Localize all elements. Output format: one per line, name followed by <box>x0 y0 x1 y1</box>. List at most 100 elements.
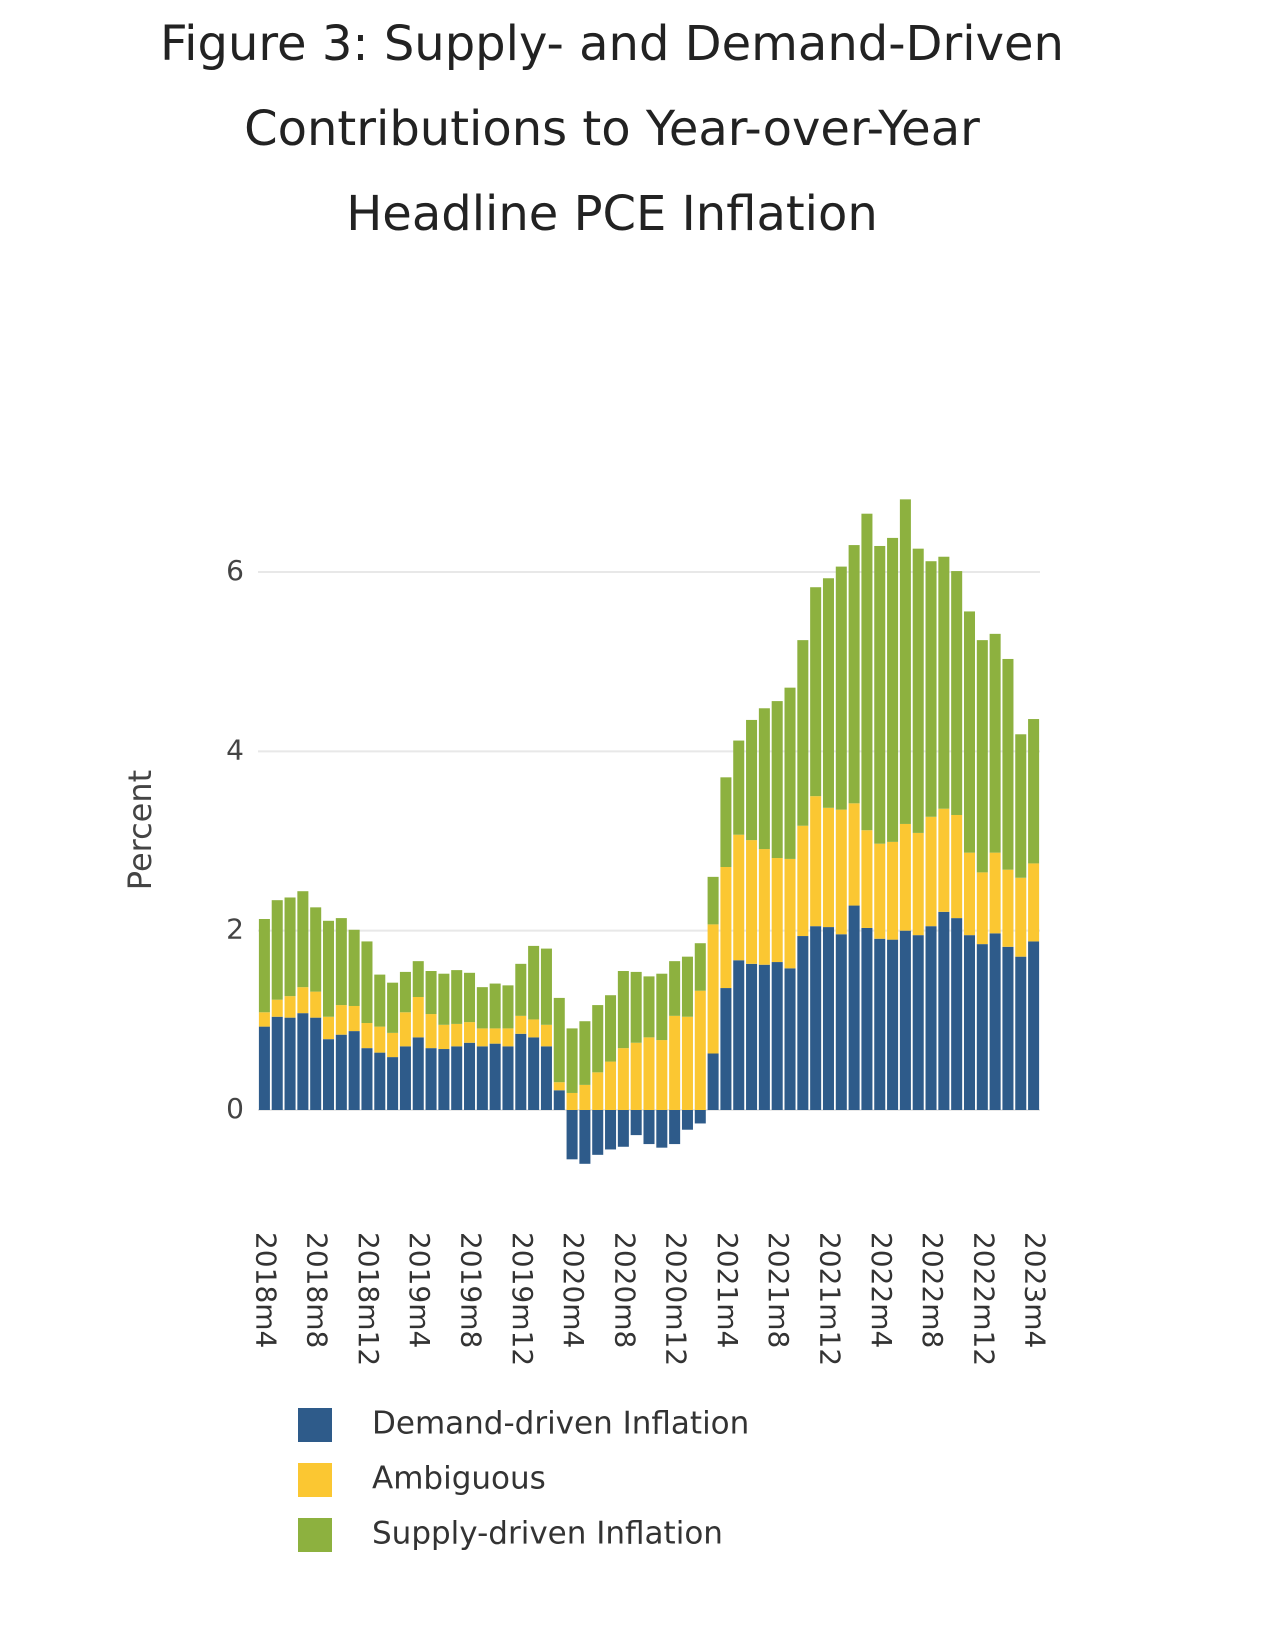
bar <box>874 843 886 939</box>
bar <box>758 849 770 965</box>
bar <box>630 1110 642 1136</box>
x-tick-label: 2022m4 <box>865 1232 898 1348</box>
bar <box>540 948 552 1025</box>
bar <box>451 1023 463 1047</box>
bar <box>425 971 437 1015</box>
bar <box>553 997 565 1083</box>
bar <box>297 891 309 988</box>
bar <box>528 1037 540 1110</box>
bar <box>322 1039 335 1110</box>
x-tick-label: 2019m12 <box>506 1232 539 1366</box>
bar <box>887 841 899 940</box>
bar <box>374 1026 386 1053</box>
bar <box>271 999 283 1017</box>
bar <box>861 830 873 928</box>
bar <box>553 1082 565 1091</box>
bar <box>528 1019 540 1038</box>
bar <box>374 1052 386 1110</box>
bar <box>848 905 860 1110</box>
bar <box>720 988 732 1110</box>
bar <box>540 1024 552 1047</box>
y-tick-label: 2 <box>226 913 244 946</box>
bar <box>887 939 899 1110</box>
bar <box>335 1005 347 1035</box>
bar <box>1028 863 1040 942</box>
bar <box>438 1049 450 1110</box>
bar <box>822 578 834 808</box>
x-tick-label: 2022m8 <box>916 1232 949 1348</box>
y-axis-label: Percent <box>121 770 159 890</box>
bar <box>515 963 527 1016</box>
bar <box>797 640 809 826</box>
bar <box>438 1024 450 1050</box>
bar <box>899 499 911 824</box>
bar <box>412 961 424 998</box>
bar <box>617 1048 629 1110</box>
bar <box>887 537 899 842</box>
bar <box>707 1053 719 1110</box>
bar <box>963 935 976 1110</box>
bar <box>605 995 617 1062</box>
y-tick-label: 0 <box>226 1092 244 1125</box>
bar <box>938 911 950 1110</box>
bar <box>733 740 745 835</box>
bar <box>592 1072 604 1110</box>
bar <box>951 814 963 919</box>
bar <box>310 907 322 992</box>
bar <box>976 872 988 945</box>
bar <box>912 548 924 833</box>
bar <box>938 808 950 912</box>
bar <box>784 687 796 859</box>
bar <box>989 633 1001 853</box>
bar <box>822 807 834 928</box>
bar <box>399 1046 411 1110</box>
bar <box>271 900 283 1000</box>
bar <box>489 1043 501 1110</box>
legend-swatch <box>298 1463 332 1497</box>
bar <box>669 1015 681 1110</box>
bar <box>566 1110 578 1160</box>
bar <box>387 1032 399 1058</box>
x-tick-label: 2018m12 <box>352 1232 385 1366</box>
bar <box>963 852 976 936</box>
bar <box>258 1012 270 1027</box>
bar <box>643 976 655 1038</box>
bar <box>720 777 732 867</box>
bar <box>605 1061 617 1110</box>
bar <box>912 832 924 936</box>
bar <box>810 587 822 797</box>
bar <box>297 987 309 1014</box>
bar <box>835 809 847 935</box>
bar <box>617 1110 629 1147</box>
bar <box>963 611 976 853</box>
bar <box>630 971 642 1043</box>
bar <box>1028 719 1040 864</box>
bar <box>579 1110 591 1164</box>
y-tick-label: 6 <box>226 554 244 587</box>
bar <box>579 1021 591 1085</box>
bar <box>707 876 719 925</box>
bar <box>464 1042 476 1110</box>
bar <box>348 1031 360 1110</box>
bar <box>925 816 937 927</box>
bar <box>322 1016 335 1040</box>
bar <box>412 1037 424 1110</box>
legend-label: Ambiguous <box>372 1461 546 1497</box>
bar <box>502 985 514 1029</box>
bar <box>374 974 386 1027</box>
bar <box>810 796 822 927</box>
bar <box>758 708 770 850</box>
bar <box>348 929 360 1006</box>
bar <box>566 1028 578 1093</box>
bar <box>425 1014 437 1049</box>
bar <box>989 933 1001 1110</box>
bar <box>835 934 847 1110</box>
bar <box>579 1084 591 1110</box>
bar <box>310 991 322 1018</box>
bar <box>848 803 860 906</box>
bar <box>310 1017 322 1110</box>
bar <box>810 926 822 1110</box>
bar <box>489 983 501 1029</box>
bar <box>643 1110 655 1145</box>
